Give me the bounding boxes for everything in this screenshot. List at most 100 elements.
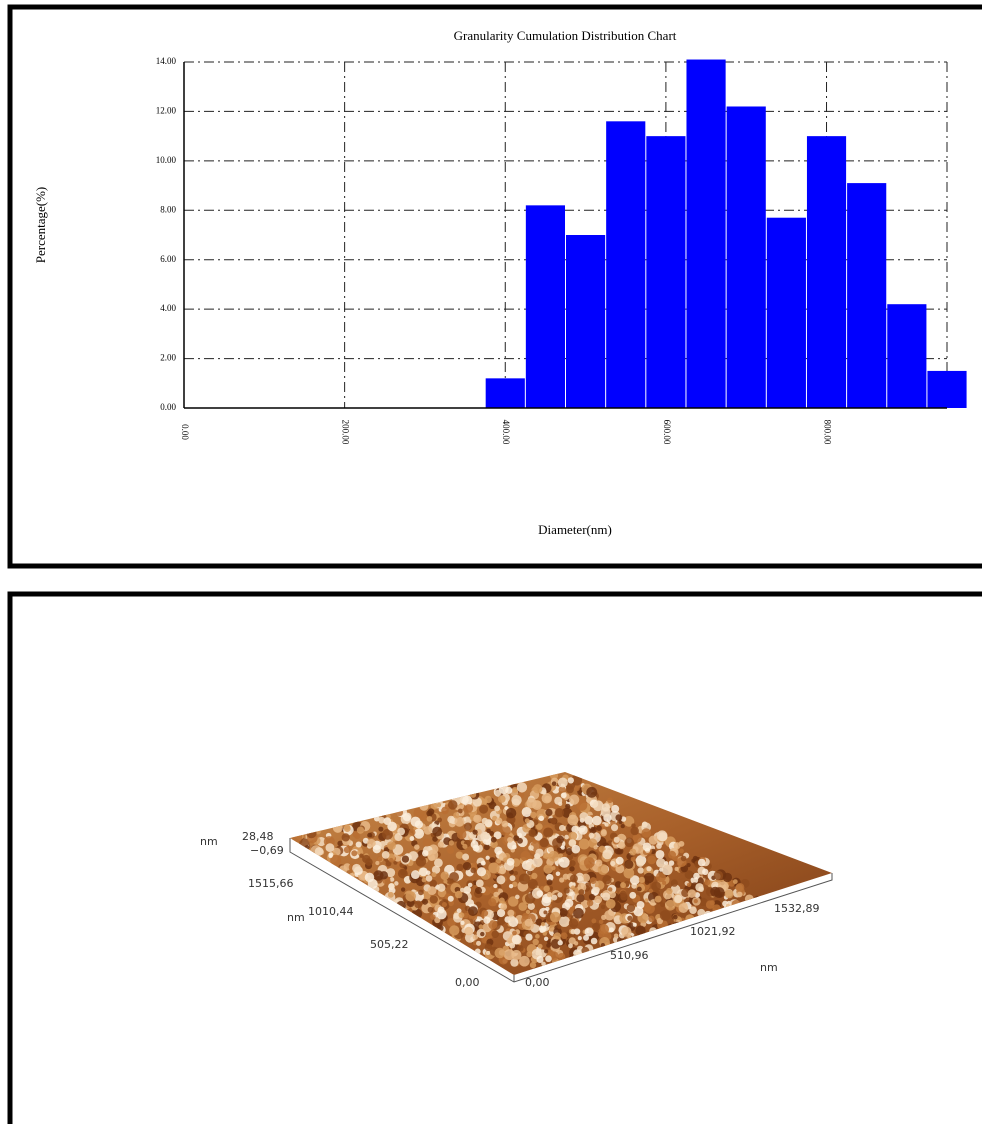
afm-grain [499,898,505,904]
afm-grain [356,841,362,847]
afm-grain [405,891,416,902]
afm-grain [592,816,602,826]
afm-grain [462,853,469,860]
afm-grain [648,916,654,922]
afm-grain [438,841,444,847]
afm-grain [569,866,574,871]
afm-grain [714,871,724,881]
afm-grain [569,919,578,928]
afm-grain [388,883,395,890]
afm-grain [570,929,575,934]
afm-grain [464,822,472,830]
afm-grain [414,900,422,908]
afm-grain [400,869,406,875]
afm-grain [602,892,610,900]
afm-grain [483,917,490,924]
afm-grain [594,896,602,904]
afm-grain [694,899,698,903]
afm-grain [526,798,537,809]
afm-grain [448,800,458,810]
afm-grain [387,841,396,850]
afm-grain [643,842,652,851]
bar [566,235,605,408]
afm-grain [545,907,549,911]
afm-grain [511,795,521,805]
afm-grain [411,870,420,879]
afm-grain [532,939,538,945]
afm-grain [491,837,497,843]
afm-grain [633,923,637,927]
afm-grain [587,900,593,906]
x-tick: 0,00 [525,976,550,989]
afm-grain [564,888,570,894]
afm-grain [426,875,433,882]
afm-grain [538,944,543,949]
bar [526,205,565,408]
afm-grain [579,812,588,821]
x-unit: nm [760,961,778,974]
afm-grain [505,787,512,794]
afm-grain [528,879,538,889]
afm-grain [482,818,489,825]
afm-grain [725,889,734,898]
x-tick: 510,96 [610,949,649,962]
afm-grain [543,864,552,873]
x-tick-label: 800.00 [822,420,832,445]
afm-grain [489,857,495,863]
afm-grain [568,943,573,948]
afm-grain [509,884,513,888]
afm-grain [479,805,488,814]
afm-grain [494,806,500,812]
afm-grain [615,814,622,821]
afm-grain [377,856,383,862]
afm-grain [629,849,636,856]
y-tick: 0,00 [455,976,480,989]
afm-grain [409,836,414,841]
y-tick-label: 4.00 [160,303,176,313]
afm-grain [629,892,636,899]
afm-grain [621,927,631,937]
afm-grain [539,838,548,847]
afm-grain [507,910,514,917]
afm-grain [573,908,584,919]
afm-grain [470,867,476,873]
afm-grain [513,835,519,841]
afm-grain [359,853,363,857]
y-tick-label: 2.00 [160,353,176,363]
afm-grain [486,829,490,833]
afm-grain [595,860,602,867]
afm-grain [471,841,479,849]
afm-grain [357,827,364,834]
afm-grain [449,925,459,935]
afm-grain [423,838,431,846]
y-tick-label: 14.00 [156,56,177,66]
afm-grain [472,830,477,835]
afm-grain [473,815,481,823]
afm-grain [576,894,584,902]
afm-grain [602,849,612,859]
afm-grain [737,892,743,898]
afm-grain [441,807,449,815]
y-tick-label: 12.00 [156,105,177,115]
afm-grain [649,835,658,844]
afm-grain [668,851,676,859]
afm-grain [608,887,613,892]
afm-grain [402,855,409,862]
afm-grain [647,855,656,864]
afm-grain [479,924,484,929]
afm-grain [601,829,607,835]
afm-grain [602,875,611,884]
afm-grain [515,895,520,900]
afm-grain [486,856,490,860]
afm-grain [342,833,350,841]
afm-grain [477,867,486,876]
afm-grain [571,845,580,854]
afm-grain [609,927,614,932]
afm-grain [414,828,424,838]
afm-grain [525,933,532,940]
afm-grain [485,796,492,803]
bar [807,136,846,408]
afm-grain [493,892,498,897]
afm-grain [638,867,644,873]
afm-grain [651,881,661,891]
